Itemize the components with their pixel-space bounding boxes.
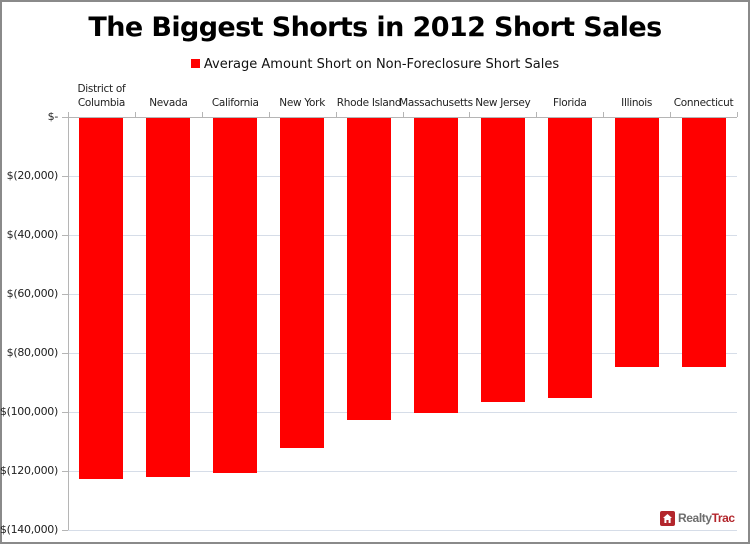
y-tick-label: $(60,000) [6,287,59,300]
x-tick [201,112,203,117]
x-tick [268,112,270,117]
x-tick [603,112,605,117]
bar [280,117,325,448]
gridline [68,412,737,413]
y-tick-label: $(40,000) [6,228,59,241]
category-label: District of Columbia [77,83,126,109]
category-label: Illinois [621,97,653,109]
category-label: California [211,97,259,109]
x-tick [68,112,69,117]
y-tick-label: $(120,000) [0,464,58,477]
category-label: New Jersey [475,97,531,109]
chart-title: The Biggest Shorts in 2012 Short Sales [88,12,662,43]
y-tick [62,117,68,118]
x-tick [536,112,538,117]
x-tick [402,112,404,117]
legend-label: Average Amount Short on Non-Foreclosure … [203,57,560,72]
y-tick [62,353,68,354]
category-label: Florida [552,97,587,109]
x-axis [68,117,737,118]
category-label: Massachusetts [399,97,473,109]
logo-text: RealtyTrac [678,511,735,525]
x-tick [670,112,672,117]
category-label: Rhode Island [336,97,402,109]
y-tick [62,530,68,531]
bar [681,117,726,367]
y-tick [62,412,68,413]
gridline [68,294,737,295]
plot-area: District of Columbia Nevada California New Y… [0,83,738,536]
bar [413,117,458,414]
chart-legend: Average Amount Short on Non-Foreclosure … [2,57,748,72]
y-tick-label: $(80,000) [6,346,59,359]
gridline [68,353,737,354]
gridline [68,530,737,531]
bar [213,117,258,474]
x-tick [335,112,337,117]
gridline [68,235,737,236]
gridline [68,471,737,472]
x-tick [469,112,471,117]
realtytrac-logo: RealtyTrac [660,510,735,526]
legend-swatch [190,59,200,68]
gridline [68,176,737,177]
y-tick [62,176,68,177]
house-icon [660,510,675,526]
x-tick [134,112,136,117]
y-tick-label: $(140,000) [0,523,58,536]
bar [547,117,592,398]
y-tick-label: $- [47,110,59,123]
bar [614,117,659,368]
y-tick-label: $(20,000) [6,169,59,182]
bar [146,117,191,478]
y-tick [62,294,68,295]
y-axis [68,117,69,530]
y-tick [62,471,68,472]
category-label: Connecticut [673,97,734,109]
bar [79,117,124,479]
y-tick-label: $(100,000) [0,405,58,418]
bar [347,117,392,420]
category-label: Nevada [149,97,188,109]
x-tick [737,112,738,117]
category-label: New York [279,97,325,109]
y-tick [62,235,68,236]
bar [480,117,525,402]
